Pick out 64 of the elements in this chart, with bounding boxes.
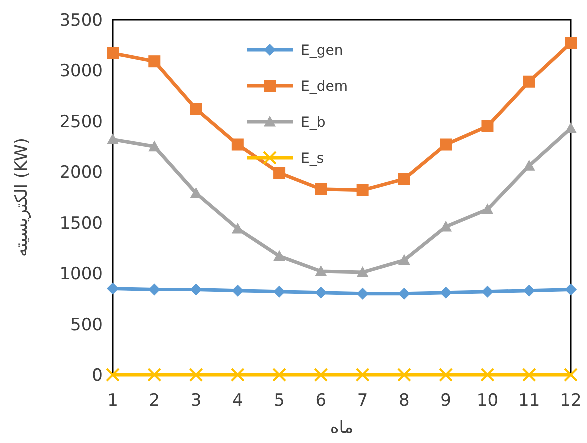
point bbox=[314, 368, 328, 382]
point bbox=[565, 37, 577, 50]
point bbox=[274, 167, 286, 180]
x-tick-label: 4 bbox=[232, 391, 244, 411]
point bbox=[565, 284, 577, 296]
y-tick-label: 1000 bbox=[60, 264, 103, 285]
x-tick-label: 3 bbox=[190, 391, 202, 411]
x-tick-label: 10 bbox=[476, 391, 499, 411]
y-tick-label: 0 bbox=[92, 366, 103, 386]
x-tick-label: 7 bbox=[357, 391, 368, 411]
point bbox=[107, 282, 119, 295]
point bbox=[356, 184, 369, 196]
point bbox=[398, 254, 410, 266]
point bbox=[148, 140, 161, 152]
point bbox=[107, 134, 119, 144]
point bbox=[522, 368, 536, 382]
point bbox=[106, 368, 120, 382]
point bbox=[523, 76, 536, 88]
point bbox=[564, 368, 578, 382]
legend-label: E_dem bbox=[301, 79, 348, 95]
y-tick-label: 3500 bbox=[60, 11, 103, 31]
x-tick-label: 6 bbox=[316, 391, 327, 411]
legend-label: E_gen bbox=[301, 43, 344, 59]
y-tick-label: 2000 bbox=[60, 163, 103, 184]
point bbox=[397, 368, 412, 382]
point bbox=[230, 368, 245, 382]
legend-label: E_s bbox=[301, 151, 324, 167]
point bbox=[439, 368, 454, 382]
x-tick-label: 1 bbox=[108, 391, 118, 411]
point bbox=[565, 122, 577, 134]
point bbox=[272, 368, 287, 382]
y-tick-label: 1500 bbox=[60, 214, 103, 234]
point bbox=[107, 47, 119, 60]
point bbox=[189, 368, 204, 382]
x-tick-label: 11 bbox=[518, 391, 540, 411]
point bbox=[523, 284, 536, 297]
point bbox=[232, 138, 244, 151]
point bbox=[274, 250, 286, 262]
y-tick-label: 3000 bbox=[60, 62, 103, 82]
x-tick-label: 12 bbox=[560, 391, 582, 411]
y-axis-title: الکتریسیته (KW) bbox=[12, 138, 32, 258]
y-tick-label: 500 bbox=[70, 315, 103, 336]
point bbox=[482, 204, 494, 214]
legend-label: E_b bbox=[301, 115, 326, 131]
point bbox=[398, 173, 410, 186]
point bbox=[148, 368, 162, 382]
x-tick-label: 2 bbox=[149, 391, 160, 411]
point bbox=[315, 183, 328, 196]
point bbox=[148, 56, 161, 68]
x-tick-label: 5 bbox=[274, 391, 285, 411]
point bbox=[440, 138, 452, 151]
x-axis-title: ماه bbox=[330, 418, 354, 438]
point bbox=[523, 160, 536, 171]
point bbox=[356, 368, 370, 382]
x-tick-label: 8 bbox=[399, 391, 410, 411]
point bbox=[190, 103, 202, 116]
point bbox=[356, 266, 369, 278]
point bbox=[482, 120, 494, 132]
point bbox=[232, 222, 244, 234]
y-tick-label: 2500 bbox=[60, 112, 103, 132]
x-tick-label: 9 bbox=[440, 391, 452, 411]
point bbox=[480, 368, 495, 382]
point bbox=[315, 286, 328, 299]
point bbox=[315, 266, 328, 276]
